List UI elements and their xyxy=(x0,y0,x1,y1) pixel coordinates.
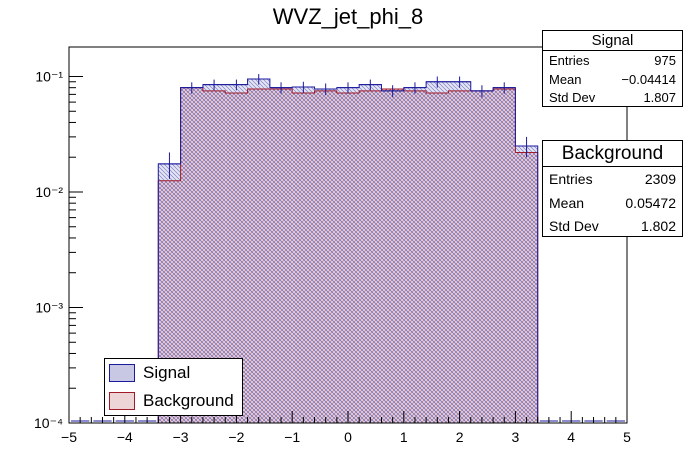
y-tick-label: 10⁻³ xyxy=(35,299,63,315)
y-tick-label: 10⁻² xyxy=(35,184,63,200)
signal-bar xyxy=(448,81,471,423)
signal-entries-value: 975 xyxy=(654,53,676,68)
y-tick-label: 10⁻¹ xyxy=(35,68,63,84)
background-mean-label: Mean xyxy=(549,195,585,211)
signal-mean-value: −0.04414 xyxy=(621,72,676,87)
y-axis: 10⁻⁴ 10⁻³ 10⁻² 10⁻¹ xyxy=(34,68,83,431)
signal-bar xyxy=(426,81,449,423)
signal-bar xyxy=(515,146,538,423)
signal-mean-label: Mean xyxy=(549,72,582,87)
x-tick-label: 2 xyxy=(456,429,464,445)
background-stddev-value: 1.802 xyxy=(640,218,676,234)
signal-bar xyxy=(381,90,404,424)
x-tick-label: 3 xyxy=(512,429,520,445)
legend-label-background: Background xyxy=(143,391,234,410)
signal-entries-label: Entries xyxy=(549,53,590,68)
y-tick-label: 10⁻⁴ xyxy=(34,415,63,431)
signal-stddev-value: 1.807 xyxy=(643,90,676,105)
signal-bar xyxy=(202,84,226,423)
chart-title: WVZ_jet_phi_8 xyxy=(273,4,423,29)
background-entries-label: Entries xyxy=(549,171,593,187)
background-stats-title: Background xyxy=(543,141,682,167)
legend: Signal Background xyxy=(104,358,243,416)
signal-bar xyxy=(180,87,203,423)
background-stats-box: Background Entries 2309 Mean 0.05472 Std D… xyxy=(542,140,683,237)
legend-swatch-background xyxy=(109,392,135,410)
signal-bar xyxy=(247,79,270,424)
x-tick-label: 5 xyxy=(623,429,631,445)
x-tick-label: −5 xyxy=(61,429,77,445)
background-stddev-label: Std Dev xyxy=(549,218,599,234)
x-tick-label: −1 xyxy=(284,429,300,445)
signal-bar xyxy=(336,87,360,423)
background-entries-value: 2309 xyxy=(644,171,676,187)
signal-stats-title: Signal xyxy=(543,31,682,51)
legend-label-signal: Signal xyxy=(143,363,191,382)
signal-stddev-label: Std Dev xyxy=(549,90,596,105)
signal-bar xyxy=(493,87,516,423)
x-tick-label: 0 xyxy=(344,429,352,445)
x-tick-label: −4 xyxy=(117,429,133,445)
x-tick-label: −3 xyxy=(173,429,189,445)
signal-bar xyxy=(470,90,494,424)
signal-bars xyxy=(158,79,538,424)
x-tick-label: 4 xyxy=(567,429,575,445)
signal-bar xyxy=(359,84,382,423)
signal-stats-box: Signal Entries 975 Mean −0.04414 Std Dev 1.… xyxy=(542,30,683,107)
background-mean-value: 0.05472 xyxy=(625,195,676,211)
legend-entry-background: Background xyxy=(105,387,242,415)
x-tick-label: −2 xyxy=(228,429,244,445)
signal-bar xyxy=(269,87,293,423)
signal-bar xyxy=(314,88,337,423)
x-tick-label: 1 xyxy=(400,429,408,445)
signal-bar xyxy=(292,87,315,423)
legend-entry-signal: Signal xyxy=(105,359,242,387)
x-axis: −5 −4 −3 −2 −1 0 1 2 3 4 5 xyxy=(61,411,631,445)
signal-bar xyxy=(403,87,427,423)
legend-swatch-signal xyxy=(109,364,135,382)
signal-bar xyxy=(225,84,248,423)
